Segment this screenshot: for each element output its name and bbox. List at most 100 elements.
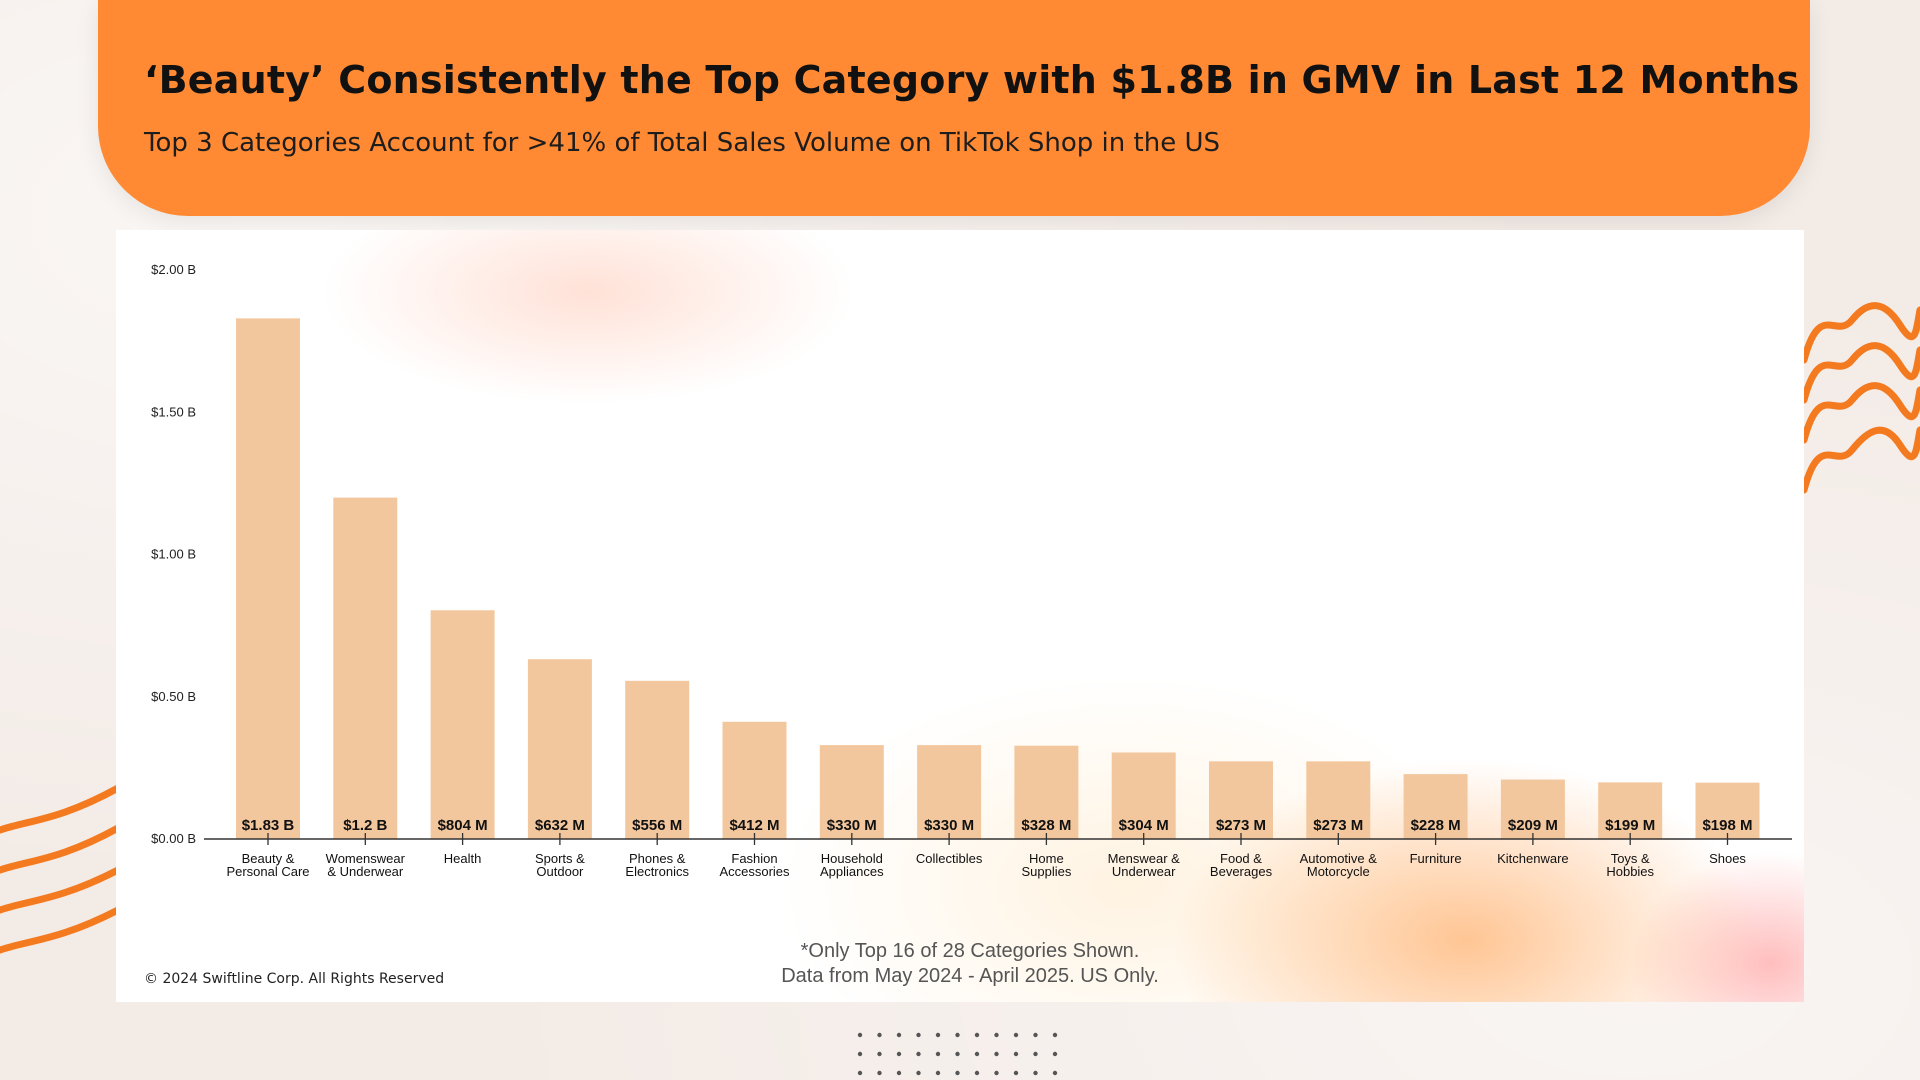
x-tick-label-line: Toys &: [1611, 851, 1650, 866]
x-tick-label: Phones & Electronics: [625, 851, 689, 879]
y-tick-label: $1.00 B: [151, 547, 196, 562]
x-tick-label-line: Health: [444, 851, 482, 866]
decor-dot: [974, 1070, 980, 1076]
dots-decoration: [857, 1032, 1058, 1076]
x-tick-label-line: Appliances: [820, 864, 884, 879]
x-tick-label: Health: [444, 851, 482, 866]
x-tick-label: Food & Beverages: [1210, 851, 1273, 879]
data-label: $804 M: [438, 817, 488, 834]
decor-dot: [916, 1032, 921, 1038]
x-tick-label-line: Beverages: [1210, 864, 1273, 879]
data-label: $228 M: [1411, 817, 1461, 834]
x-tick-label-line: Furniture: [1410, 851, 1462, 866]
data-label: $328 M: [1021, 817, 1071, 834]
x-tick-label-line: Food &: [1220, 851, 1262, 866]
data-label: $273 M: [1313, 817, 1363, 834]
decor-dot: [916, 1051, 921, 1057]
chart-panel: [116, 230, 1804, 1002]
footnote-line-2: Data from May 2024 - April 2025. US Only…: [781, 965, 1159, 987]
decor-dot: [974, 1032, 980, 1038]
x-tick-label: Fashion Accessories: [719, 851, 790, 879]
x-tick-label-line: Womenswear: [326, 851, 406, 866]
decor-dot: [877, 1051, 882, 1057]
x-tick-label: Furniture: [1410, 851, 1462, 866]
decor-dot: [1052, 1070, 1058, 1076]
x-tick-label-line: Outdoor: [536, 864, 584, 879]
x-tick-label-line: Home: [1029, 851, 1064, 866]
x-tick-label-line: Sports &: [535, 851, 585, 866]
wave-decoration-right: [1800, 302, 1920, 494]
x-tick-label: Shoes: [1709, 851, 1746, 866]
decor-dot: [1052, 1051, 1058, 1057]
data-label: $330 M: [827, 817, 877, 834]
decor-dot: [896, 1032, 902, 1038]
x-tick-label: Automotive & Motorcycle: [1300, 851, 1378, 879]
data-label: $199 M: [1605, 817, 1655, 834]
decor-dot: [1033, 1070, 1038, 1076]
decor-dot: [877, 1032, 882, 1038]
y-tick-label: $0.00 B: [151, 831, 196, 846]
decor-dot: [1033, 1051, 1038, 1057]
x-tick-label-line: Fashion: [731, 851, 777, 866]
footnote-line-1: *Only Top 16 of 28 Categories Shown.: [800, 940, 1140, 962]
bar: [819, 745, 884, 839]
x-tick-label: Toys & Hobbies: [1606, 851, 1654, 879]
data-label: $556 M: [632, 817, 682, 834]
decor-dot: [935, 1070, 941, 1076]
x-tick-label-line: & Underwear: [327, 864, 404, 879]
x-tick-label: Household Appliances: [820, 851, 884, 879]
x-tick-label-line: Beauty &: [242, 851, 295, 866]
page-subtitle: Top 3 Categories Account for >41% of Tot…: [144, 128, 1220, 158]
data-label: $209 M: [1508, 817, 1558, 834]
bar: [1209, 761, 1273, 839]
decor-dot: [877, 1070, 882, 1076]
bar: [236, 318, 300, 839]
x-tick-label: Home Supplies: [1021, 851, 1071, 879]
bar: [1500, 779, 1565, 839]
decor-dot: [1013, 1051, 1019, 1057]
decor-dot: [896, 1070, 902, 1076]
x-tick-label-line: Household: [821, 851, 883, 866]
bar: [333, 497, 398, 839]
decor-dot: [857, 1032, 863, 1038]
x-tick-label: Kitchenware: [1497, 851, 1569, 866]
bar-chart: $0.00 B $0.50 B $1.00 B $1.50 B $2.00 B $1.83…: [151, 262, 1792, 879]
x-tick-label: Womenswear & Underwear: [326, 851, 406, 879]
x-tick-label-line: Kitchenware: [1497, 851, 1569, 866]
decor-dot: [935, 1032, 941, 1038]
y-tick-label: $0.50 B: [151, 689, 196, 704]
data-label: $273 M: [1216, 817, 1266, 834]
data-label: $412 M: [729, 817, 779, 834]
decor-dot: [955, 1032, 960, 1038]
x-tick-label-line: Electronics: [625, 864, 689, 879]
x-tick-label: Beauty & Personal Care: [226, 851, 309, 879]
header-banner: [98, 0, 1810, 216]
decor-dot: [1033, 1032, 1038, 1038]
bar: [917, 745, 982, 839]
x-tick-label-line: Personal Care: [226, 864, 309, 879]
decor-dot: [994, 1051, 999, 1057]
data-label: $1.83 B: [242, 817, 295, 834]
decor-dot: [994, 1032, 999, 1038]
bar: [527, 659, 592, 839]
x-tick-label-line: Shoes: [1709, 851, 1746, 866]
x-tick-label: Collectibles: [916, 851, 983, 866]
decor-dot: [857, 1051, 863, 1057]
decor-dot: [1052, 1032, 1058, 1038]
decor-dot: [857, 1070, 863, 1076]
bar: [1598, 782, 1663, 839]
x-tick-label-line: Hobbies: [1606, 864, 1654, 879]
y-tick-label: $1.50 B: [151, 404, 196, 419]
x-tick-label: Menswear & Underwear: [1108, 851, 1181, 879]
x-tick-label-line: Menswear &: [1108, 851, 1181, 866]
decor-dot: [1013, 1070, 1019, 1076]
y-tick-label: $2.00 B: [151, 262, 196, 277]
decor-dot: [994, 1070, 999, 1076]
bar: [430, 610, 495, 839]
decor-dot: [955, 1051, 960, 1057]
decor-dot: [916, 1070, 921, 1076]
copyright: © 2024 Swiftline Corp. All Rights Reserv…: [144, 971, 445, 987]
x-tick-label: Sports & Outdoor: [535, 851, 585, 879]
bar: [1111, 752, 1176, 839]
page-title: ‘Beauty’ Consistently the Top Category w…: [144, 58, 1800, 102]
